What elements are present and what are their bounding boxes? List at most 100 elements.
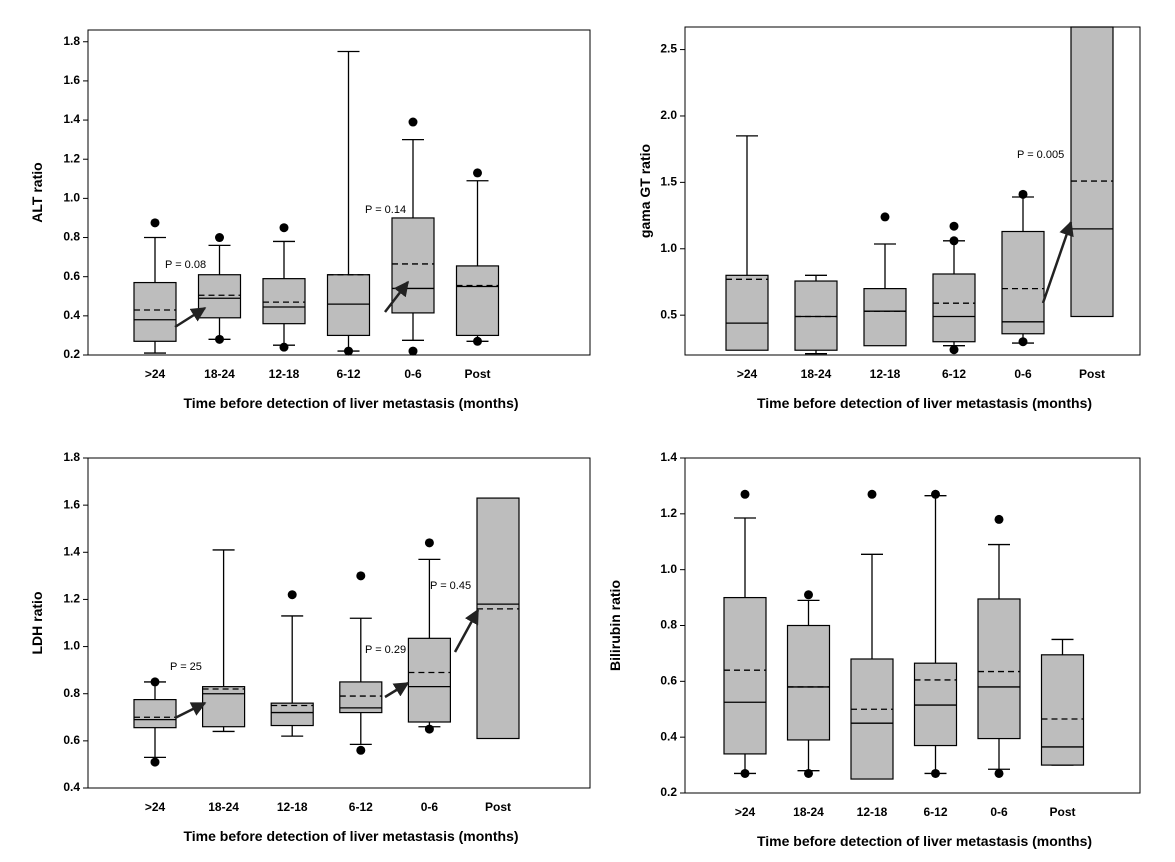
y-tick-label: 0.4 <box>63 780 80 794</box>
box <box>723 596 767 755</box>
x-tick-label: 6-12 <box>349 800 373 814</box>
y-tick-label: 1.6 <box>63 497 80 511</box>
outlier <box>279 342 289 352</box>
outlier <box>344 346 353 356</box>
p-value-annotation: P = 0.45 <box>430 580 471 592</box>
x-tick-label: 6-12 <box>336 367 360 381</box>
outlier <box>804 590 813 600</box>
outlier <box>279 223 289 233</box>
y-tick-label: 1.0 <box>660 241 677 255</box>
x-tick-label: 12-18 <box>277 800 308 814</box>
box <box>407 637 451 723</box>
outlier <box>473 336 482 346</box>
y-tick-label: 1.0 <box>660 562 677 576</box>
plot-frame <box>87 29 591 356</box>
x-tick-label: 0-6 <box>404 367 422 381</box>
outlier <box>215 233 224 243</box>
box <box>1040 654 1085 766</box>
outlier <box>408 346 418 356</box>
y-axis-label: Bilirubin ratio <box>607 580 623 671</box>
p-value-annotation: P = 0.08 <box>165 259 206 271</box>
outlier <box>931 768 940 778</box>
y-tick-label: 1.8 <box>63 34 80 48</box>
outlier <box>150 757 160 767</box>
arrow <box>174 306 207 329</box>
box <box>202 686 246 728</box>
x-tick-label: Post <box>485 800 511 814</box>
y-tick-label: 1.5 <box>660 175 677 189</box>
y-tick-label: 0.6 <box>63 269 80 283</box>
y-tick-label: 0.6 <box>63 733 80 747</box>
y-tick-label: 0.6 <box>660 674 677 688</box>
y-axis-label: gama GT ratio <box>637 144 653 238</box>
y-axis-label: LDH ratio <box>29 592 45 655</box>
outlier <box>740 768 750 778</box>
y-tick-label: 0.8 <box>660 618 677 632</box>
x-axis-label: Time before detection of liver metastasi… <box>757 833 1092 849</box>
x-tick-label: 0-6 <box>421 800 439 814</box>
outlier <box>740 489 750 499</box>
x-tick-label: 18-24 <box>801 367 832 381</box>
box <box>850 658 894 780</box>
outlier <box>1018 189 1028 199</box>
y-tick-label: 0.8 <box>63 230 80 244</box>
x-tick-label: Post <box>464 367 490 381</box>
y-tick-label: 0.5 <box>660 307 677 321</box>
chart-panel: 0.5 1.0 1.5 2.0 2.5 gama GT ratio Time before … <box>637 26 1141 411</box>
box <box>794 280 838 351</box>
outlier <box>949 221 959 231</box>
outlier <box>994 514 1004 524</box>
x-tick-label: 18-24 <box>793 805 824 819</box>
x-tick-label: 18-24 <box>204 367 235 381</box>
arrow <box>384 280 409 313</box>
box <box>326 274 371 337</box>
chart-panel: 0.2 0.4 0.6 0.8 1.0 1.2 1.4 1.6 1.8 ALT ratio Time… <box>29 29 591 411</box>
outlier <box>424 538 434 548</box>
outlier <box>215 334 224 344</box>
x-tick-label: 12-18 <box>857 805 888 819</box>
box <box>913 662 958 747</box>
p-value-annotation: P = 0.29 <box>365 644 406 656</box>
y-axis-label: ALT ratio <box>29 162 45 222</box>
y-tick-label: 1.6 <box>63 73 80 87</box>
x-tick-label: 0-6 <box>990 805 1008 819</box>
x-tick-label: 12-18 <box>269 367 300 381</box>
y-tick-label: 1.2 <box>660 506 677 520</box>
y-tick-label: 1.2 <box>63 592 80 606</box>
outlier <box>994 768 1004 778</box>
y-tick-label: 1.0 <box>63 639 80 653</box>
p-value-annotation: P = 0.14 <box>365 204 406 216</box>
box <box>262 278 306 325</box>
x-tick-label: >24 <box>145 367 166 381</box>
x-tick-label: 6-12 <box>923 805 947 819</box>
outlier <box>356 571 366 581</box>
y-tick-label: 1.4 <box>660 450 677 464</box>
y-tick-label: 1.0 <box>63 191 80 205</box>
x-tick-label: >24 <box>737 367 758 381</box>
x-tick-label: Post <box>1079 367 1105 381</box>
outlier <box>150 677 160 687</box>
box <box>197 274 242 319</box>
outlier <box>473 168 482 178</box>
x-tick-label: 12-18 <box>870 367 901 381</box>
p-value-annotation: P = 25 <box>170 661 202 673</box>
outlier <box>424 724 434 734</box>
y-tick-label: 0.4 <box>660 729 677 743</box>
y-tick-label: 0.2 <box>63 347 80 361</box>
outlier <box>1018 337 1028 347</box>
outlier <box>949 345 959 355</box>
outlier <box>408 117 418 127</box>
box <box>270 702 314 727</box>
y-tick-label: 2.5 <box>660 42 677 56</box>
arrow <box>453 608 480 653</box>
box <box>786 624 831 741</box>
outlier <box>931 489 940 499</box>
box <box>863 288 907 347</box>
x-axis-label: Time before detection of liver metastasi… <box>757 395 1092 411</box>
outlier <box>150 218 160 228</box>
box <box>1070 26 1114 318</box>
arrow <box>174 701 207 720</box>
p-value-annotation: P = 0.005 <box>1017 149 1064 161</box>
box <box>133 281 177 342</box>
